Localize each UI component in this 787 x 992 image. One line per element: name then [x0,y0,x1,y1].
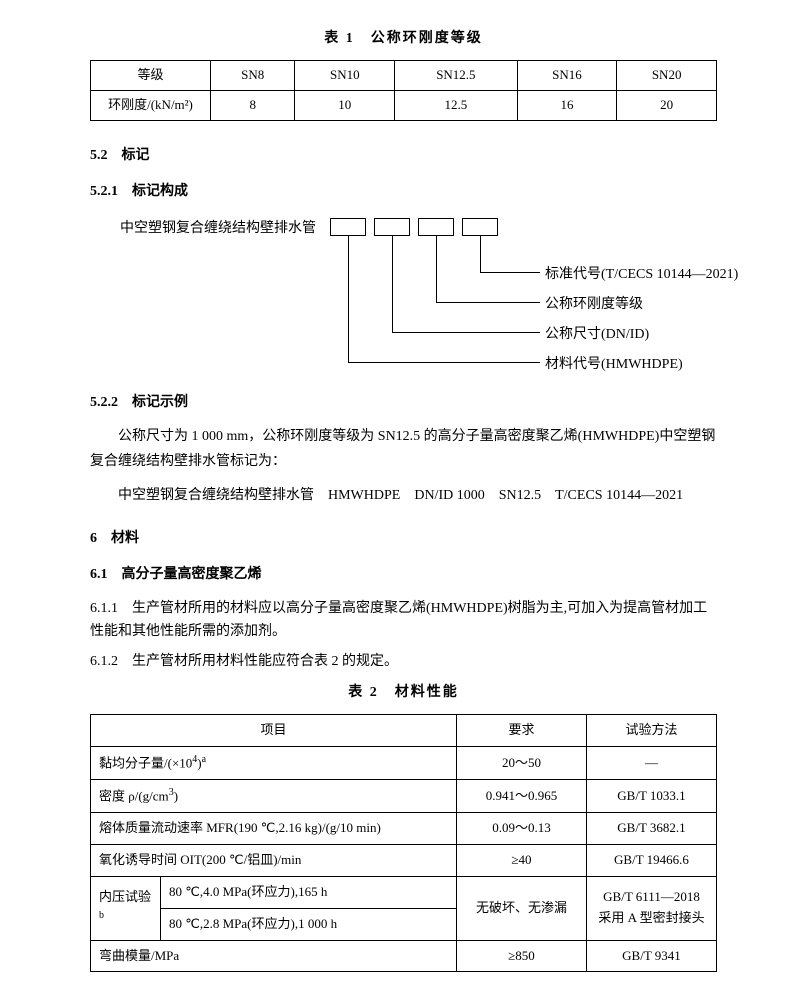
table-row: 环刚度/(kN/m²) 8 10 12.5 16 20 [91,91,717,121]
cell: SN8 [211,61,295,91]
diagram-connector [480,272,540,273]
diagram-box [330,218,366,236]
cell: 等级 [91,61,211,91]
cell: 环刚度/(kN/m²) [91,91,211,121]
example-desc: 公称尺寸为 1 000 mm，公称环刚度等级为 SN12.5 的高分子量高密度聚… [90,424,717,474]
cell: 熔体质量流动速率 MFR(190 ℃,2.16 kg)/(g/10 min) [91,813,457,845]
diagram-label-size: 公称尺寸(DN/ID) [545,324,649,346]
diagram-box [374,218,410,236]
cell: SN10 [295,61,395,91]
cell: GB/T 3682.1 [587,813,717,845]
diagram-connector [436,302,540,303]
cell: GB/T 6111—2018采用 A 型密封接头 [587,876,717,940]
cell: 16 [517,91,617,121]
diagram-connector [436,236,437,302]
cell: SN16 [517,61,617,91]
table2-title: 表 2 材料性能 [90,682,717,704]
table1: 等级 SN8 SN10 SN12.5 SN16 SN20 环刚度/(kN/m²)… [90,60,717,121]
cell: 10 [295,91,395,121]
heading-6: 6 材料 [90,528,717,550]
cell: GB/T 19466.6 [587,845,717,877]
cell: 80 ℃,4.0 MPa(环应力),165 h [161,876,457,908]
table-row: 密度 ρ/(g/cm3) 0.941～0.965 GB/T 1033.1 [91,780,717,813]
diagram-left-label: 中空塑钢复合缠绕结构壁排水管 [120,218,316,240]
heading-5-2-2: 5.2.2 标记示例 [90,392,717,414]
diagram-connector [392,236,393,332]
cell: GB/T 9341 [587,940,717,972]
table-row: 内压试验b 80 ℃,4.0 MPa(环应力),165 h 无破坏、无渗漏 GB… [91,876,717,908]
cell: — [587,747,717,780]
cell: 无破坏、无渗漏 [457,876,587,940]
cell: 20～50 [457,747,587,780]
cell: 0.941～0.965 [457,780,587,813]
cell: 20 [617,91,717,121]
diagram-box [418,218,454,236]
clause-6-1-1: 6.1.1 生产管材所用的材料应以高分子量高密度聚乙烯(HMWHDPE)树脂为主… [90,597,717,645]
cell-header-item: 项目 [91,715,457,747]
table1-title: 表 1 公称环刚度等级 [90,28,717,50]
heading-5-2-1: 5.2.1 标记构成 [90,181,717,203]
example-marking: 中空塑钢复合缠绕结构壁排水管 HMWHDPE DN/ID 1000 SN12.5… [118,483,717,508]
cell: 弯曲模量/MPa [91,940,457,972]
cell: 0.09～0.13 [457,813,587,845]
cell: 12.5 [395,91,517,121]
table-row: 氧化诱导时间 OIT(200 ℃/铝皿)/min ≥40 GB/T 19466.… [91,845,717,877]
cell: 内压试验b [91,876,161,940]
table-row: 熔体质量流动速率 MFR(190 ℃,2.16 kg)/(g/10 min) 0… [91,813,717,845]
cell: ≥40 [457,845,587,877]
cell: 黏均分子量/(×104)a [91,747,457,780]
cell: SN12.5 [395,61,517,91]
cell: 氧化诱导时间 OIT(200 ℃/铝皿)/min [91,845,457,877]
clause-6-1-2: 6.1.2 生产管材所用材料性能应符合表 2 的规定。 [90,650,717,674]
table-row: 黏均分子量/(×104)a 20～50 — [91,747,717,780]
heading-5-2: 5.2 标记 [90,145,717,167]
cell-header-method: 试验方法 [587,715,717,747]
table-row: 等级 SN8 SN10 SN12.5 SN16 SN20 [91,61,717,91]
diagram-connector [480,236,481,272]
diagram-connector [348,362,540,363]
table-row: 弯曲模量/MPa ≥850 GB/T 9341 [91,940,717,972]
cell: 密度 ρ/(g/cm3) [91,780,457,813]
diagram-label-material: 材料代号(HMWHDPE) [545,354,683,376]
diagram-label-stiffness: 公称环刚度等级 [545,294,643,316]
cell: ≥850 [457,940,587,972]
cell: SN20 [617,61,717,91]
diagram-connector [348,236,349,362]
marking-diagram: 中空塑钢复合缠绕结构壁排水管 标准代号(T/CECS 10144—2021) 公… [120,214,717,374]
cell: GB/T 1033.1 [587,780,717,813]
heading-6-1: 6.1 高分子量高密度聚乙烯 [90,564,717,586]
diagram-label-standard: 标准代号(T/CECS 10144—2021) [545,264,738,286]
diagram-connector [392,332,540,333]
cell: 80 ℃,2.8 MPa(环应力),1 000 h [161,908,457,940]
cell-header-req: 要求 [457,715,587,747]
diagram-box [462,218,498,236]
cell: 8 [211,91,295,121]
table-row: 项目 要求 试验方法 [91,715,717,747]
table2: 项目 要求 试验方法 黏均分子量/(×104)a 20～50 — 密度 ρ/(g… [90,714,717,972]
